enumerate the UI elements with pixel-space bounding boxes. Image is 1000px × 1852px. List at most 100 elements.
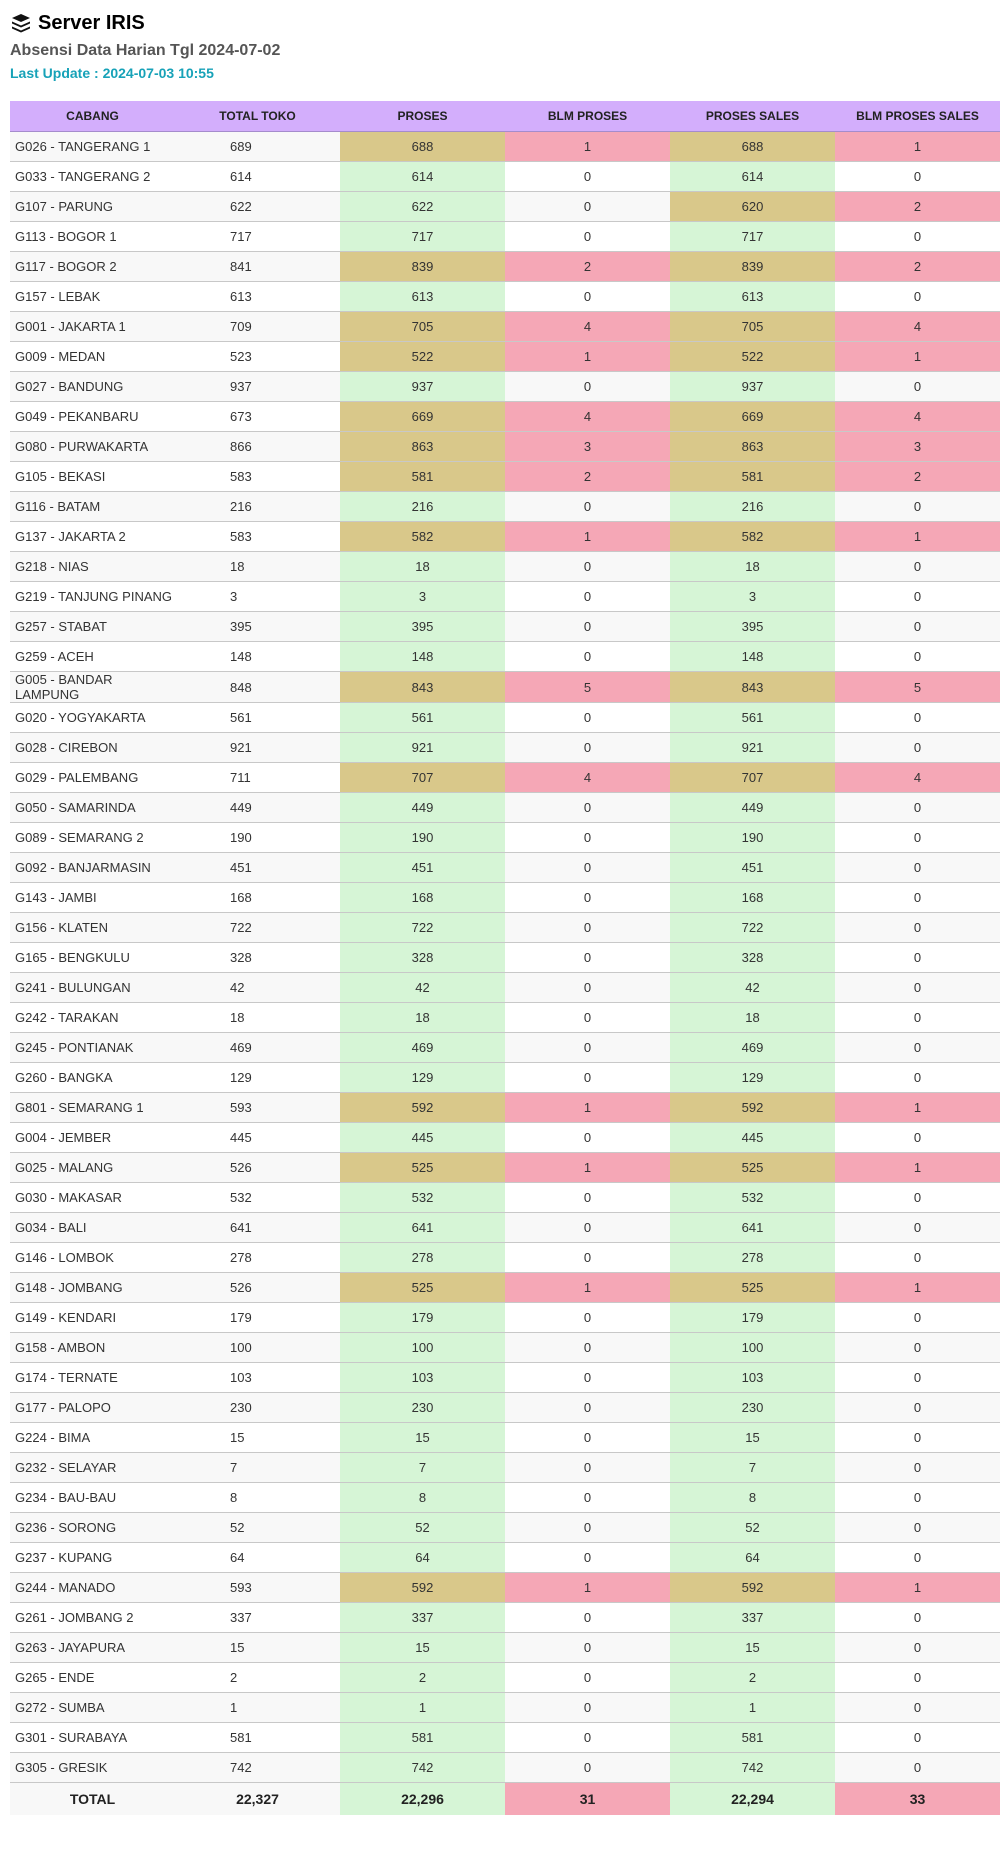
blm-proses-sales-cell: 0 [835, 611, 1000, 642]
table-row: G301 - SURABAYA 581 581 0 581 0 [10, 1722, 1000, 1753]
proses-cell: 15 [340, 1422, 505, 1453]
proses-sales-cell: 8 [670, 1482, 835, 1513]
proses-cell: 18 [340, 551, 505, 582]
blm-proses-cell: 0 [505, 191, 670, 222]
table-row: G092 - BANJARMASIN 451 451 0 451 0 [10, 852, 1000, 883]
cabang-cell: G224 - BIMA [10, 1422, 175, 1453]
proses-cell: 561 [340, 702, 505, 733]
total-toko-cell: 15 [175, 1422, 340, 1453]
total-toko-cell: 841 [175, 251, 340, 282]
blm-proses-cell: 5 [505, 671, 670, 703]
blm-proses-sales-cell: 0 [835, 1752, 1000, 1783]
cabang-cell: G174 - TERNATE [10, 1362, 175, 1393]
blm-proses-sales-cell: 2 [835, 461, 1000, 492]
table-row: G117 - BOGOR 2 841 839 2 839 2 [10, 251, 1000, 282]
blm-proses-sales-cell: 0 [835, 1122, 1000, 1153]
blm-proses-cell: 0 [505, 1302, 670, 1333]
table-row: G146 - LOMBOK 278 278 0 278 0 [10, 1242, 1000, 1273]
table-row: G245 - PONTIANAK 469 469 0 469 0 [10, 1032, 1000, 1063]
blm-proses-sales-cell: 1 [835, 1092, 1000, 1123]
blm-proses-sales-cell: 0 [835, 882, 1000, 913]
proses-sales-cell: 278 [670, 1242, 835, 1273]
table-row: G257 - STABAT 395 395 0 395 0 [10, 611, 1000, 642]
proses-sales-cell: 7 [670, 1452, 835, 1483]
proses-sales-cell: 839 [670, 251, 835, 282]
proses-sales-cell: 190 [670, 822, 835, 853]
proses-cell: 592 [340, 1092, 505, 1123]
total-toko-cell: 709 [175, 311, 340, 342]
table-row: G028 - CIREBON 921 921 0 921 0 [10, 732, 1000, 763]
column-header-total-toko: TOTAL TOKO [175, 101, 340, 132]
blm-proses-sales-cell: 0 [835, 161, 1000, 192]
proses-sales-cell: 449 [670, 792, 835, 823]
total-toko-cell: 3 [175, 581, 340, 612]
blm-proses-sales-cell: 0 [835, 1542, 1000, 1573]
cabang-cell: G092 - BANJARMASIN [10, 852, 175, 883]
proses-cell: 103 [340, 1362, 505, 1393]
proses-cell: 328 [340, 942, 505, 973]
table-row: G026 - TANGERANG 1 689 688 1 688 1 [10, 131, 1000, 162]
proses-cell: 937 [340, 371, 505, 402]
cabang-cell: G157 - LEBAK [10, 281, 175, 312]
blm-proses-sales-cell: 1 [835, 1152, 1000, 1183]
proses-cell: 451 [340, 852, 505, 883]
cabang-cell: G218 - NIAS [10, 551, 175, 582]
total-toko-cell: 337 [175, 1602, 340, 1633]
blm-proses-cell: 0 [505, 1542, 670, 1573]
blm-proses-cell: 1 [505, 1152, 670, 1183]
proses-cell: 148 [340, 641, 505, 672]
table-row: G224 - BIMA 15 15 0 15 0 [10, 1422, 1000, 1453]
proses-cell: 522 [340, 341, 505, 372]
proses-cell: 445 [340, 1122, 505, 1153]
blm-proses-sales-cell: 0 [835, 942, 1000, 973]
proses-sales-cell: 863 [670, 431, 835, 462]
table-row: G149 - KENDARI 179 179 0 179 0 [10, 1302, 1000, 1333]
total-toko-cell: 561 [175, 702, 340, 733]
cabang-cell: G049 - PEKANBARU [10, 401, 175, 432]
table-row: G219 - TANJUNG PINANG 3 3 0 3 0 [10, 581, 1000, 612]
proses-cell: 230 [340, 1392, 505, 1423]
proses-sales-cell: 937 [670, 371, 835, 402]
blm-proses-sales-cell: 2 [835, 191, 1000, 222]
blm-proses-cell: 0 [505, 371, 670, 402]
proses-cell: 863 [340, 431, 505, 462]
total-toko-cell: 278 [175, 1242, 340, 1273]
proses-sales-cell: 717 [670, 221, 835, 252]
blm-proses-sales-cell: 0 [835, 1662, 1000, 1693]
cabang-cell: G177 - PALOPO [10, 1392, 175, 1423]
blm-proses-sales-cell: 0 [835, 281, 1000, 312]
table-row: G261 - JOMBANG 2 337 337 0 337 0 [10, 1602, 1000, 1633]
cabang-cell: G025 - MALANG [10, 1152, 175, 1183]
blm-proses-cell: 0 [505, 702, 670, 733]
proses-cell: 179 [340, 1302, 505, 1333]
total-toko-cell: 532 [175, 1182, 340, 1213]
blm-proses-cell: 0 [505, 942, 670, 973]
proses-sales-cell: 15 [670, 1422, 835, 1453]
blm-proses-cell: 0 [505, 822, 670, 853]
blm-proses-sales-cell: 0 [835, 1062, 1000, 1093]
table-row: G027 - BANDUNG 937 937 0 937 0 [10, 371, 1000, 402]
blm-proses-cell: 4 [505, 762, 670, 793]
proses-sales-cell: 921 [670, 732, 835, 763]
blm-proses-cell: 0 [505, 882, 670, 913]
cabang-cell: G107 - PARUNG [10, 191, 175, 222]
blm-proses-sales-cell: 0 [835, 792, 1000, 823]
table-row: G801 - SEMARANG 1 593 592 1 592 1 [10, 1092, 1000, 1123]
blm-proses-sales-cell: 0 [835, 852, 1000, 883]
proses-sales-cell: 532 [670, 1182, 835, 1213]
cabang-cell: G265 - ENDE [10, 1662, 175, 1693]
proses-sales-cell: 2 [670, 1662, 835, 1693]
table-row: G232 - SELAYAR 7 7 0 7 0 [10, 1452, 1000, 1483]
proses-sales-cell: 328 [670, 942, 835, 973]
proses-cell: 7 [340, 1452, 505, 1483]
blm-proses-sales-cell: 0 [835, 1332, 1000, 1363]
blm-proses-cell: 0 [505, 551, 670, 582]
proses-sales-cell: 148 [670, 641, 835, 672]
total-toko-cell: 593 [175, 1572, 340, 1603]
proses-cell: 581 [340, 461, 505, 492]
proses-cell: 216 [340, 491, 505, 522]
proses-sales-cell: 581 [670, 1722, 835, 1753]
blm-proses-cell: 1 [505, 1272, 670, 1303]
total-toko-cell: 526 [175, 1152, 340, 1183]
blm-proses-cell: 0 [505, 1332, 670, 1363]
